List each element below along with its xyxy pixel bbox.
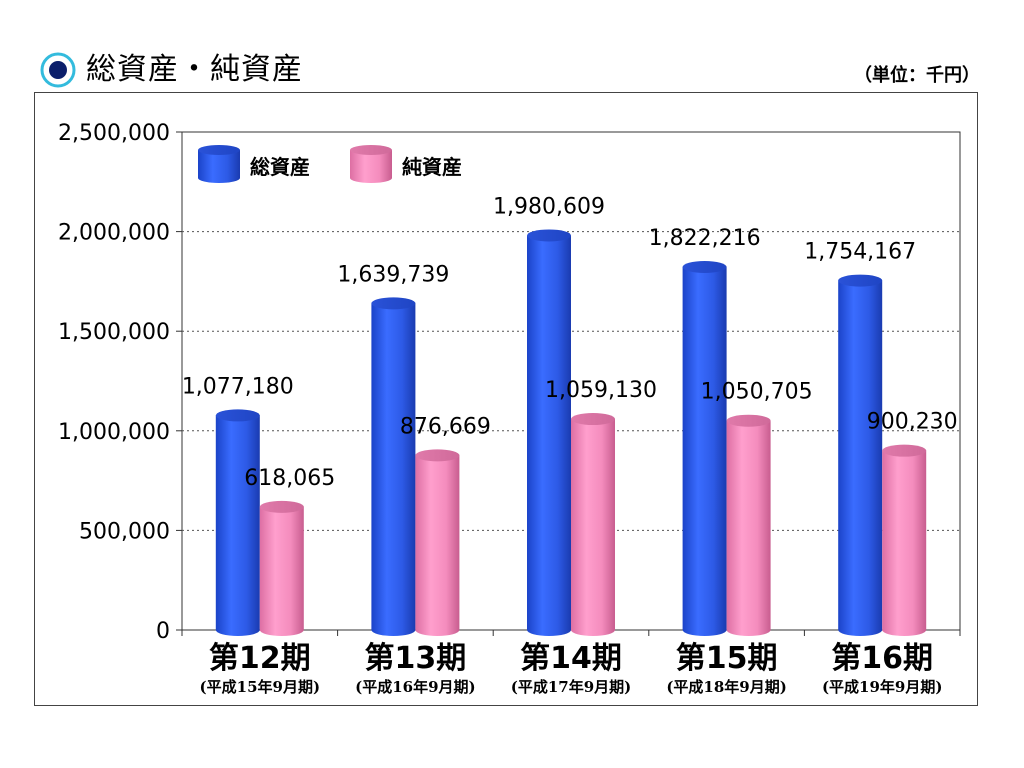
bar-total-assets — [215, 409, 260, 636]
bar-body — [571, 419, 615, 636]
x-category-label: 第13期 — [365, 641, 467, 676]
bar-body — [259, 506, 304, 636]
data-label-net-assets: 1,059,130 — [545, 378, 657, 403]
page-title: 総資産・純資産 — [86, 52, 303, 87]
x-category-sublabel: (平成15年9月期) — [200, 678, 321, 696]
bar-body — [882, 450, 927, 636]
bar-top — [215, 409, 260, 422]
legend-swatch-top — [350, 145, 392, 155]
bar-top — [259, 500, 304, 513]
x-category-label: 第12期 — [209, 641, 311, 676]
data-label-net-assets: 1,050,705 — [701, 380, 813, 405]
bar-net-assets — [415, 449, 460, 636]
x-category-label: 第15期 — [676, 641, 778, 676]
bar-top — [682, 261, 727, 274]
legend-swatch — [198, 150, 240, 183]
x-category-sublabel: (平成18年9月期) — [666, 678, 787, 696]
legend-swatch-top — [198, 145, 240, 155]
bar-top — [838, 274, 883, 287]
data-label-net-assets: 618,065 — [244, 466, 335, 491]
bar-net-assets — [882, 444, 927, 636]
bar-body — [838, 280, 883, 636]
bar-net-assets — [726, 414, 771, 636]
x-category-label: 第14期 — [520, 641, 622, 676]
y-tick-label: 2,500,000 — [58, 121, 170, 146]
bar-net-assets — [571, 413, 615, 636]
bar-top — [571, 413, 615, 426]
bar-total-assets — [838, 274, 883, 636]
y-tick-label: 0 — [156, 619, 170, 644]
y-tick-label: 1,500,000 — [58, 320, 170, 345]
bar-total-assets — [682, 261, 727, 636]
y-tick-label: 1,000,000 — [58, 420, 170, 445]
data-label-total-assets: 1,639,739 — [337, 262, 449, 287]
y-tick-label: 500,000 — [79, 519, 170, 544]
bar-net-assets — [259, 500, 304, 636]
bar-body — [682, 267, 727, 636]
data-label-total-assets: 1,980,609 — [493, 194, 605, 219]
data-label-net-assets: 876,669 — [400, 414, 491, 439]
legend-label: 純資産 — [402, 155, 462, 179]
bar-top — [882, 444, 927, 457]
legend-label: 総資産 — [250, 155, 310, 179]
bar-top — [415, 449, 460, 462]
legend-item-net-assets: 純資産 — [350, 145, 462, 183]
data-label-total-assets: 1,822,216 — [649, 226, 761, 251]
legend-swatch — [350, 150, 392, 183]
unit-label: （単位：千円） — [854, 65, 980, 86]
x-category-sublabel: (平成17年9月期) — [511, 678, 632, 696]
data-label-total-assets: 1,754,167 — [804, 240, 916, 265]
y-tick-label: 2,000,000 — [58, 221, 170, 246]
bar-body — [726, 420, 771, 636]
bar-body — [371, 303, 416, 636]
bar-total-assets — [371, 297, 416, 636]
legend-item-total-assets: 総資産 — [198, 145, 310, 183]
x-category-sublabel: (平成16年9月期) — [355, 678, 476, 696]
data-label-net-assets: 900,230 — [867, 410, 958, 435]
bar-total-assets — [527, 229, 571, 636]
bar-top — [371, 297, 416, 310]
bar-top — [726, 414, 771, 427]
chart-frame — [34, 92, 978, 706]
bar-body — [215, 415, 260, 636]
bullet-circle-icon — [40, 52, 76, 88]
bar-body — [415, 455, 460, 636]
bar-body — [527, 235, 571, 636]
x-category-sublabel: (平成19年9月期) — [822, 678, 943, 696]
bar-top — [527, 229, 571, 242]
x-category-label: 第16期 — [831, 641, 933, 676]
data-label-total-assets: 1,077,180 — [182, 374, 294, 399]
